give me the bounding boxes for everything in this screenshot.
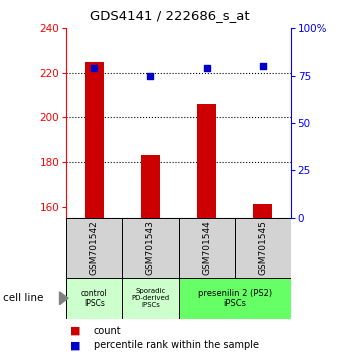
Text: GSM701545: GSM701545 [258, 220, 267, 275]
Text: GSM701543: GSM701543 [146, 220, 155, 275]
Text: ■: ■ [70, 326, 80, 336]
FancyBboxPatch shape [178, 278, 291, 319]
Text: Sporadic
PD-derived
iPSCs: Sporadic PD-derived iPSCs [131, 288, 170, 308]
Point [204, 65, 209, 71]
Bar [141, 155, 160, 218]
FancyBboxPatch shape [122, 218, 178, 278]
Point [91, 65, 97, 71]
Bar [253, 204, 272, 218]
Text: ■: ■ [70, 340, 80, 350]
FancyBboxPatch shape [66, 218, 122, 278]
FancyBboxPatch shape [235, 218, 291, 278]
Bar [85, 62, 104, 218]
Text: presenilin 2 (PS2)
iPSCs: presenilin 2 (PS2) iPSCs [198, 289, 272, 308]
Bar [197, 104, 216, 218]
Text: GSM701542: GSM701542 [90, 221, 99, 275]
Text: percentile rank within the sample: percentile rank within the sample [94, 340, 258, 350]
FancyBboxPatch shape [122, 278, 178, 319]
Text: GDS4141 / 222686_s_at: GDS4141 / 222686_s_at [90, 9, 250, 22]
Text: control
IPSCs: control IPSCs [81, 289, 108, 308]
FancyBboxPatch shape [66, 278, 122, 319]
Text: GSM701544: GSM701544 [202, 221, 211, 275]
Text: count: count [94, 326, 121, 336]
Text: cell line: cell line [3, 293, 44, 303]
Point [148, 73, 153, 79]
Point [260, 63, 265, 69]
FancyBboxPatch shape [178, 218, 235, 278]
